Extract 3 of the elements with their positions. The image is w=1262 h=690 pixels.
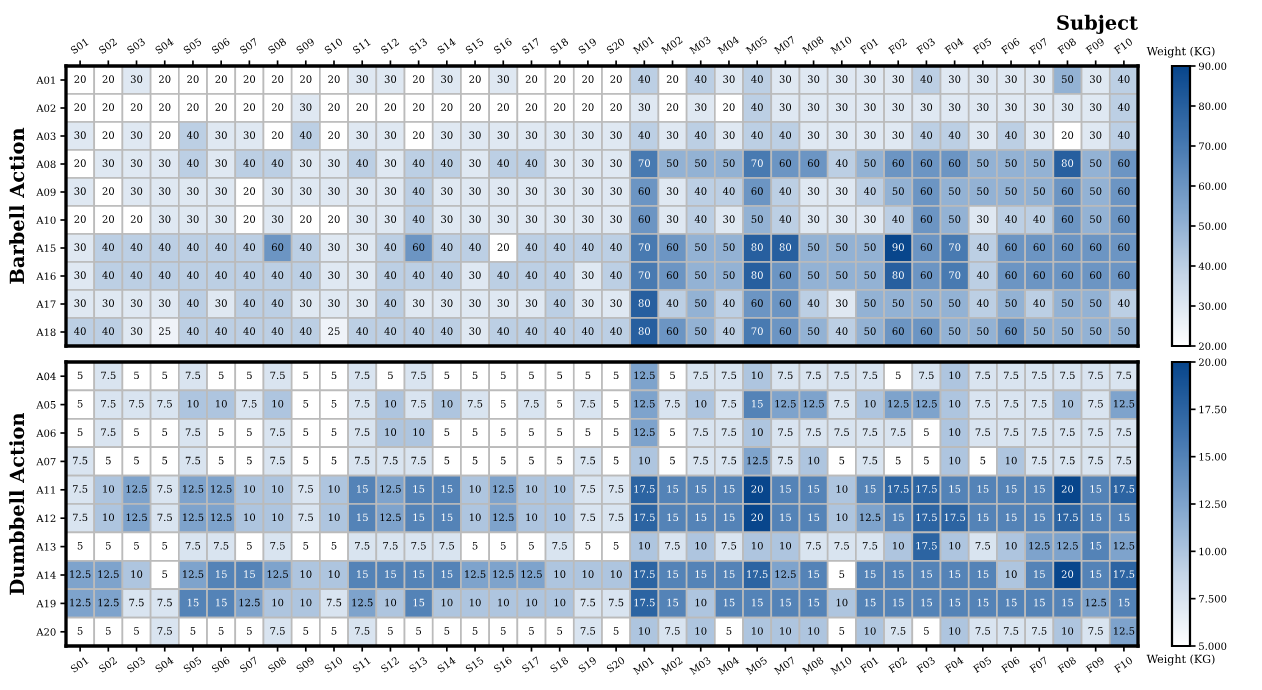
y-axis-title: Dumbbell Action — [9, 412, 25, 595]
y-axis-title: Barbell Action — [9, 127, 25, 284]
x-axis-title: Subject — [1057, 14, 1138, 34]
